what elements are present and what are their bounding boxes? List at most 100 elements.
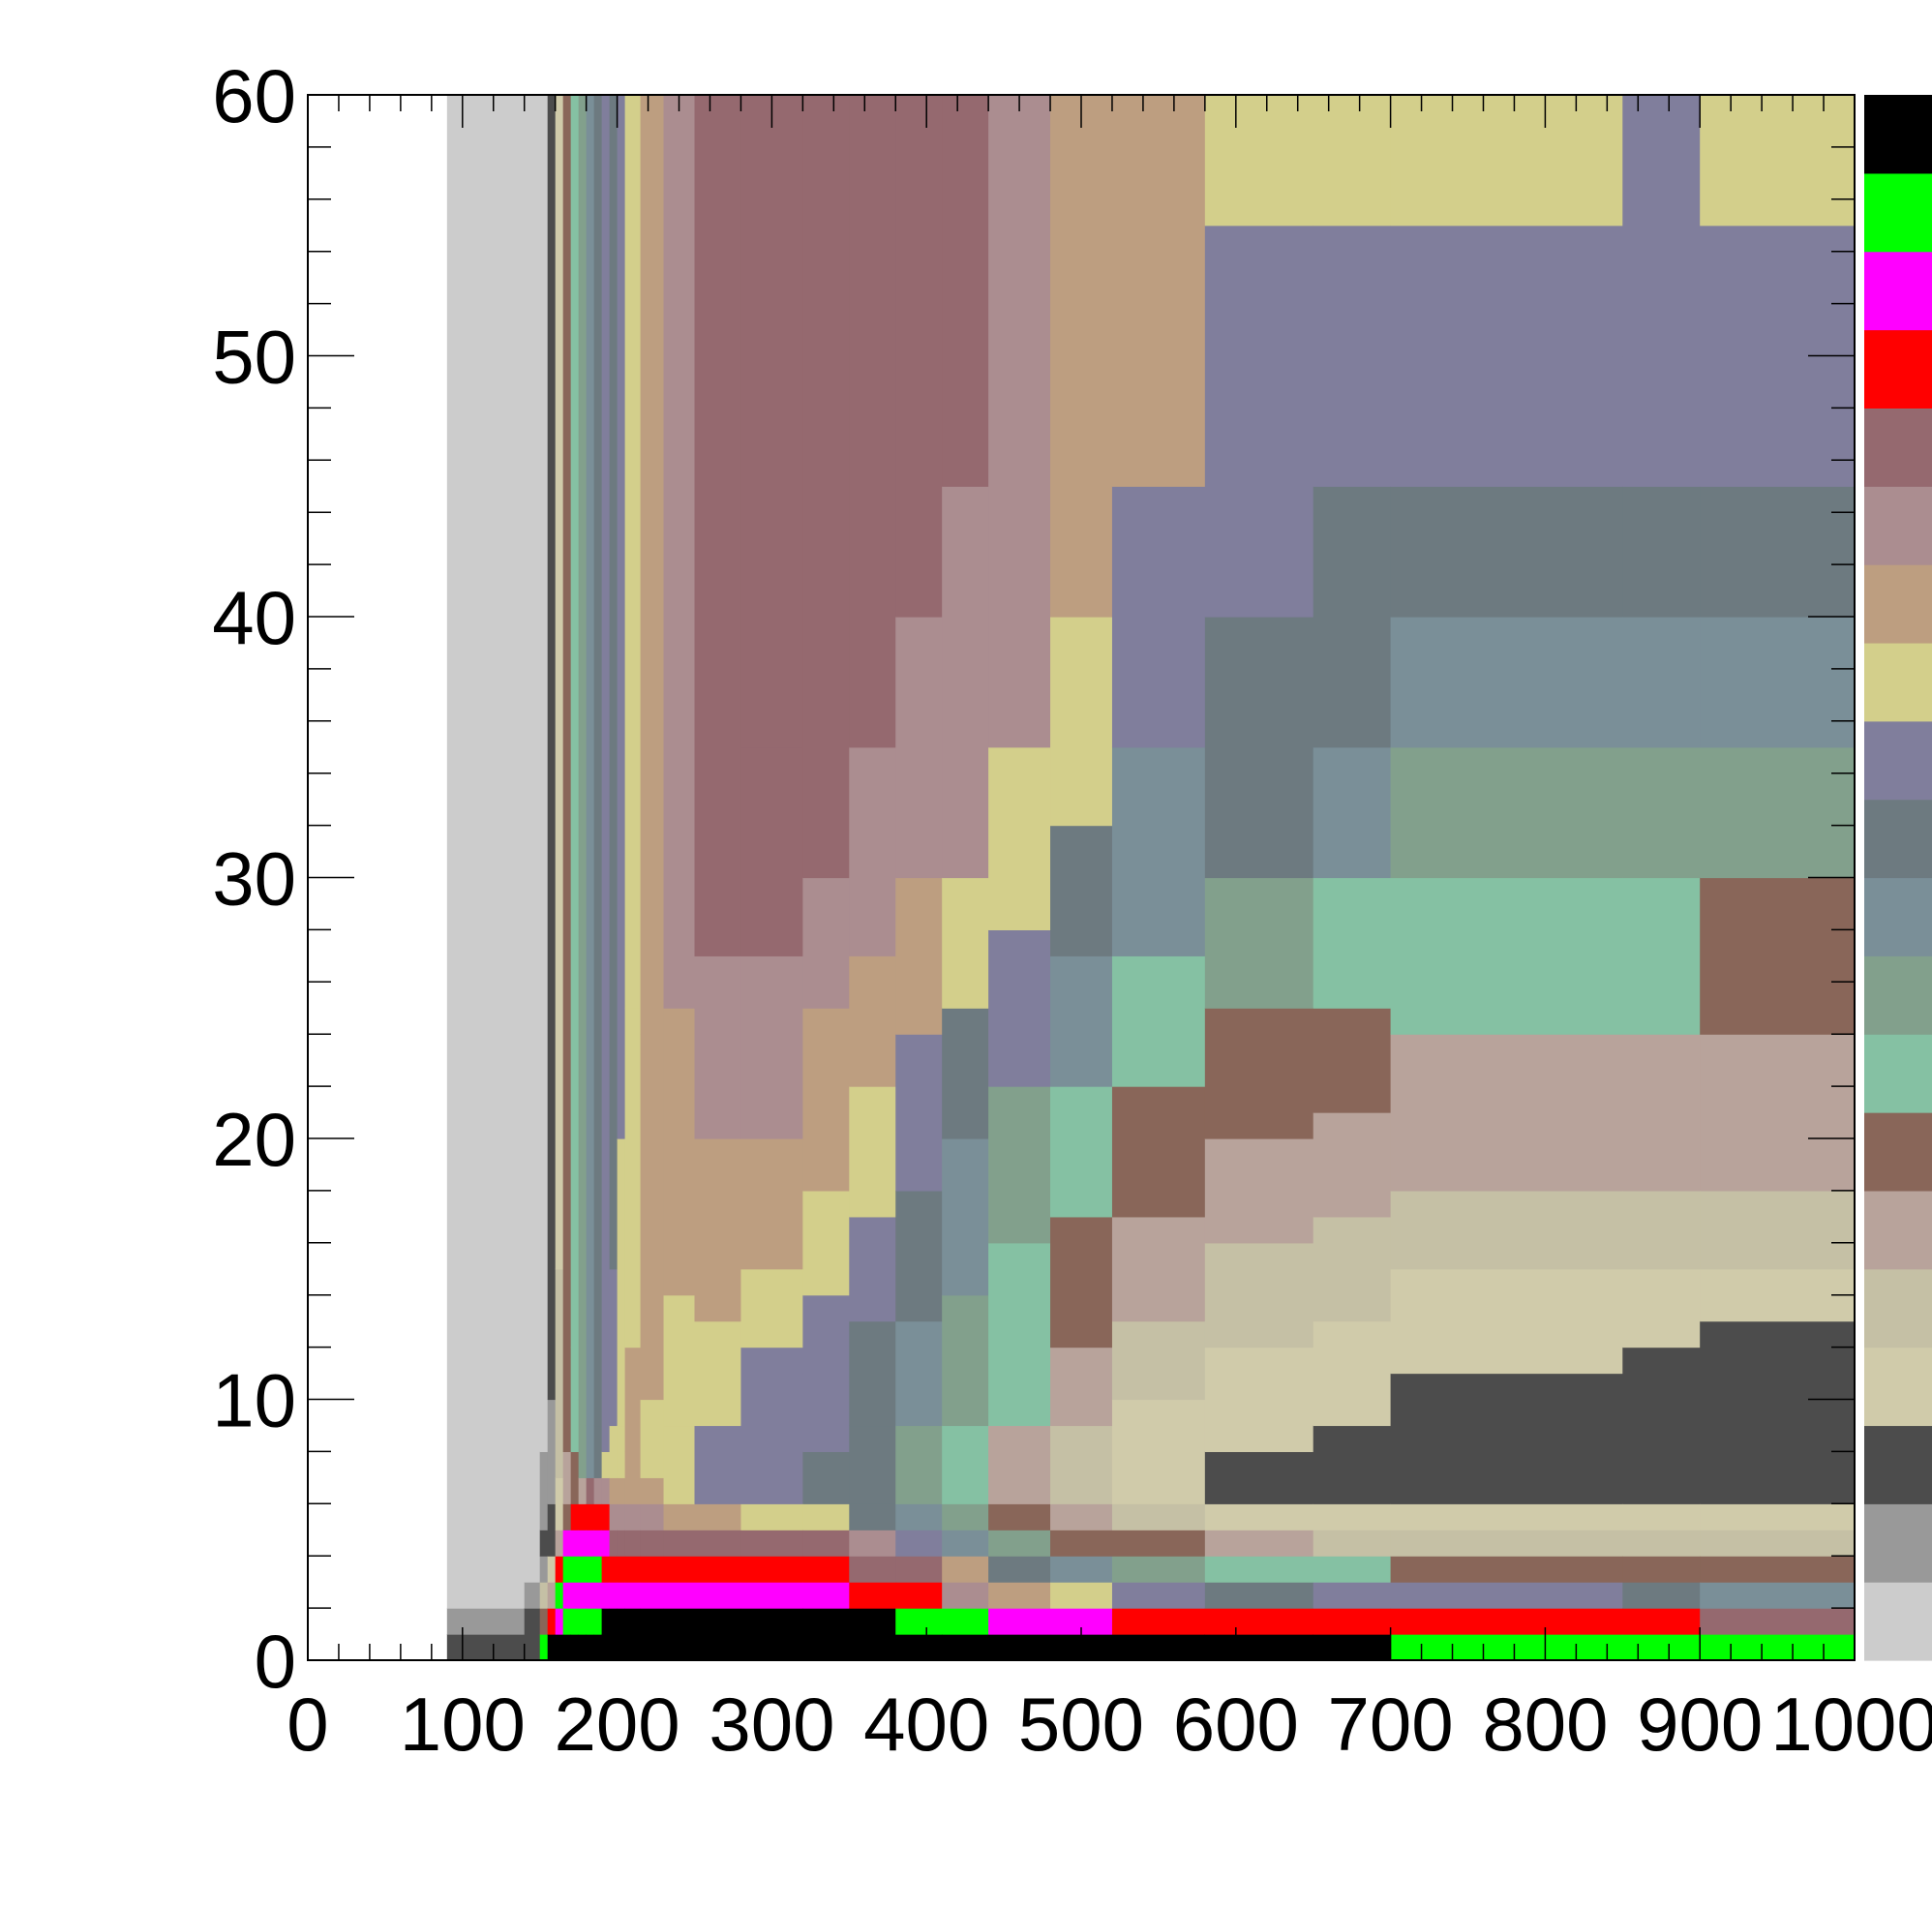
colorbar-swatch-0 [1864,1582,1932,1661]
heatmap-cell-21-3 [895,1556,943,1583]
heatmap-cell-13-5 [617,1503,626,1530]
heatmap-cell-18-11 [740,746,803,956]
heatmap-cell-11-3 [601,1556,611,1583]
heatmap-cell-4-5 [547,1399,557,1504]
heatmap-cell-20-11 [849,746,896,956]
heatmap-cell-25-9 [1111,1086,1206,1218]
heatmap-cell-3-6 [539,95,549,1452]
heatmap-cell-12-2 [609,1582,619,1609]
heatmap-cell-26-7 [1204,1347,1314,1452]
heatmap-cell-26-3 [1204,1556,1314,1583]
heatmap-cell-14-7 [624,1347,642,1452]
heatmap-cell-29-3 [1622,1556,1701,1583]
heatmap-cell-12-8 [609,1268,619,1427]
colorbar [1864,95,1932,1661]
heatmap-cell-28-6 [1390,1373,1623,1504]
heatmap-cell-23-8 [988,1242,1051,1348]
x-tick-label: 0 [287,1682,328,1767]
heatmap-cell-27-7 [1313,1320,1392,1427]
heatmap-cell-10-5 [593,1503,603,1530]
heatmap-cell-27-1 [1313,1608,1392,1635]
heatmap-cell-2-1 [524,1582,541,1609]
heatmap-cell-12-4 [609,1530,619,1557]
heatmap-cell-12-5 [609,1503,619,1530]
heatmap-cell-29-4 [1622,1530,1701,1557]
heatmap-cell-23-6 [988,1425,1051,1504]
colorbar-swatch-13 [1864,564,1932,644]
x-tick-label: 300 [709,1682,834,1767]
heatmap-cell-11-6 [601,1477,611,1504]
heatmap-cell-18-8 [740,1268,803,1348]
heatmap-cell-14-9 [624,95,642,1009]
heatmap-cell-11-7 [601,1451,611,1478]
heatmap-cell-9-5 [586,1503,595,1530]
heatmap-cell-19-12 [802,95,850,879]
heatmap-cell-27-10 [1313,1008,1392,1113]
heatmap-cell-21-6 [895,1425,943,1504]
heatmap-cell-30-5 [1700,1503,1856,1530]
colorbar-swatch-10 [1864,799,1932,879]
heatmap-cell-19-7 [802,1373,850,1452]
heatmap-cell-30-12 [1700,617,1856,748]
heatmap-cell-26-8 [1204,1242,1314,1348]
heatmap-cell-28-12 [1390,617,1623,748]
x-tick-labels: 0 100 200 300 400 500 600 700 800 900 1000 [287,1682,1932,1767]
heatmap-cell-18-10 [740,955,803,1139]
heatmap-cell-19-5 [802,1503,850,1530]
x-tick-label: 200 [555,1682,680,1767]
heatmap-cell-18-12 [740,95,803,748]
heatmap-cell-17-3 [694,1556,742,1583]
heatmap-cell-17-0 [694,1634,742,1661]
heatmap-cell-29-2 [1622,1582,1701,1609]
heatmap-cell-29-12 [1622,617,1701,748]
heatmap-cell-8-8 [578,95,588,1401]
heatmap-cell-25-6 [1111,1399,1206,1504]
heatmap-cell-24-11 [1050,825,1113,956]
heatmap-cell-9-3 [586,1556,595,1583]
heatmap-cell-20-3 [849,1556,896,1583]
heatmap-cell-3-1 [539,1608,549,1635]
heatmap-cell-9-0 [586,1634,595,1661]
heatmap-cell-22-6 [942,1425,989,1504]
heatmap-cell-29-15 [1622,95,1701,357]
y-tick-label: 40 [212,575,296,660]
heatmap-cell-7-6 [570,1451,580,1504]
heatmap-cell-9-2 [586,1582,595,1609]
heatmap-cell-10-2 [593,1582,603,1609]
heatmap-cell-17-2 [694,1582,742,1609]
heatmap-cell-30-13 [1700,486,1856,618]
heatmap-cell-6-0 [562,1634,572,1661]
colorbar-swatch-9 [1864,877,1932,956]
heatmap-cell-24-2 [1050,1582,1113,1609]
heatmap-cell-19-1 [802,1608,850,1635]
heatmap-cells [308,95,1856,1661]
heatmap-cell-10-8 [593,95,603,1427]
heatmap-cell-2-0 [524,1608,541,1661]
x-tick-label: 800 [1482,1682,1608,1767]
heatmap-cell-20-10 [849,955,896,1087]
heatmap-cell-4-0 [547,1634,557,1661]
heatmap-cell-27-0 [1313,1634,1392,1661]
heatmap-cell-15-8 [640,1034,665,1401]
heatmap-cell-7-1 [570,1608,580,1635]
heatmap-cell-24-10 [1050,955,1113,1087]
heatmap-cell-24-8 [1050,1216,1113,1348]
colorbar-swatch-19 [1864,95,1932,174]
heatmap-cell-28-2 [1390,1582,1623,1609]
y-tick-label: 0 [255,1619,296,1704]
heatmap-cell-7-3 [570,1556,580,1583]
heatmap-cell-4-4 [547,1503,557,1557]
colorbar-swatch-15 [1864,408,1932,487]
heatmap-cell-18-9 [740,1138,803,1270]
heatmap-cell-30-16 [1700,95,1856,227]
heatmap-cell-14-3 [624,1556,642,1583]
heatmap-cell-11-2 [601,1582,611,1609]
heatmap-cell-22-9 [942,1008,989,1139]
colorbar-swatch-1 [1864,1503,1932,1583]
heatmap-cell-17-8 [694,1138,742,1322]
heatmap-cell-5-1 [555,1608,564,1635]
heatmap-cell-1-2 [446,95,526,1609]
heatmap-cell-29-13 [1622,486,1701,618]
heatmap-cell-13-3 [617,1556,626,1583]
heatmap-cell-1-1 [446,1608,526,1635]
